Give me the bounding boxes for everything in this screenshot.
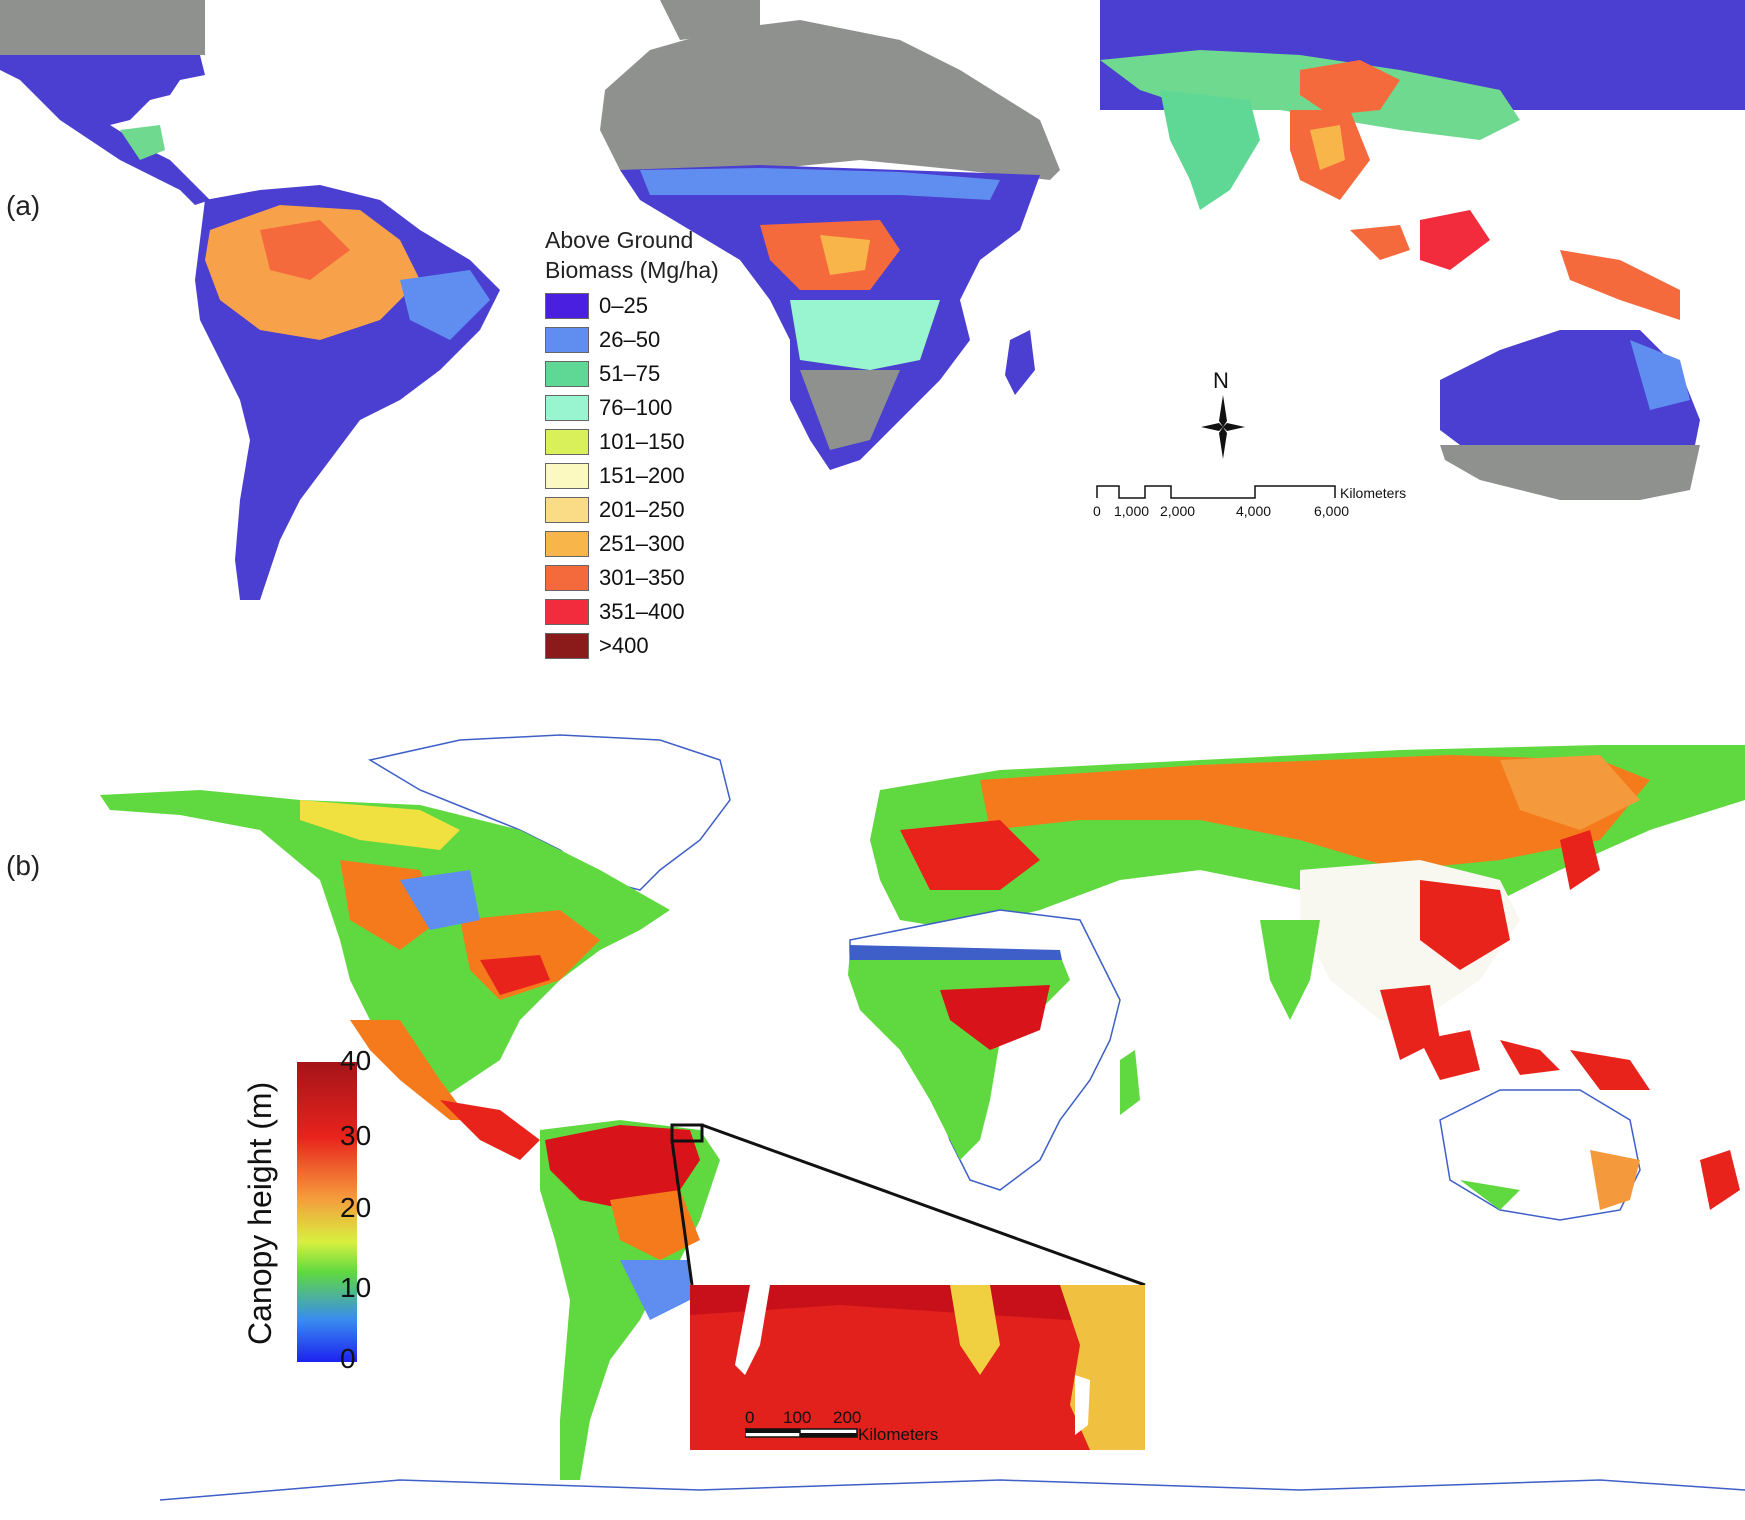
- colorbar-tick-20: 20: [340, 1192, 372, 1223]
- scale-tick-0: 0: [1093, 503, 1101, 519]
- legend-swatch: [545, 463, 589, 489]
- legend-title-line1: Above Ground: [545, 227, 694, 253]
- legend-item: 351–400: [545, 597, 685, 627]
- legend-label: 101–150: [599, 429, 685, 454]
- legend-label: 301–350: [599, 565, 685, 590]
- legend-item: 251–300: [545, 529, 685, 559]
- scale-unit: Kilometers: [1340, 485, 1407, 501]
- legend-swatch: [545, 497, 589, 523]
- scale-tick-4000: 4,000: [1236, 503, 1272, 519]
- colorbar-title: Canopy height (m): [242, 1081, 278, 1345]
- inset-scale-tick-100: 100: [783, 1408, 812, 1427]
- legend-swatch: [545, 633, 589, 659]
- scale-bar: [1096, 485, 1336, 499]
- scale-tick-6000: 6,000: [1314, 503, 1350, 519]
- legend-label: >400: [599, 633, 649, 658]
- legend-item: 151–200: [545, 461, 685, 491]
- panel-a-label: (a): [6, 190, 41, 221]
- legend-item: 26–50: [545, 325, 660, 355]
- colorbar-tick-40: 40: [340, 1045, 372, 1076]
- canopy-height-map: [100, 734, 1745, 1501]
- legend-swatch: [545, 327, 589, 353]
- legend-item: 301–350: [545, 563, 685, 593]
- legend-title-line2: Biomass (Mg/ha): [545, 257, 719, 283]
- legend-label: 151–200: [599, 463, 685, 488]
- colorbar-tick-30: 30: [340, 1120, 372, 1151]
- biomass-legend: Above Ground Biomass (Mg/ha) 0–25 26–50 51…: [545, 225, 725, 671]
- legend-item: 201–250: [545, 495, 685, 525]
- inset-scale-unit: Kilometers: [858, 1425, 939, 1444]
- inset-map: [690, 1285, 1145, 1450]
- legend-label: 76–100: [599, 395, 673, 420]
- legend-swatch: [545, 565, 589, 591]
- legend-swatch: [545, 429, 589, 455]
- scale-tick-2000: 2,000: [1160, 503, 1196, 519]
- inset-scale-tick-200: 200: [833, 1408, 862, 1427]
- inset-scale-tick-0: 0: [745, 1408, 755, 1427]
- legend-label: 201–250: [599, 497, 685, 522]
- legend-label: 351–400: [599, 599, 685, 624]
- legend-item: 51–75: [545, 359, 660, 389]
- legend-swatch: [545, 599, 589, 625]
- canopy-colorbar: [297, 1062, 357, 1362]
- legend-swatch: [545, 361, 589, 387]
- legend-item: 76–100: [545, 393, 672, 423]
- legend-swatch: [545, 293, 589, 319]
- biomass-map: [0, 0, 1745, 600]
- legend-swatch: [545, 395, 589, 421]
- legend-label: 51–75: [599, 361, 661, 386]
- legend-item: >400: [545, 631, 649, 661]
- inset-scale-bar: [745, 1428, 858, 1438]
- legend-item: 0–25: [545, 291, 648, 321]
- legend-swatch: [545, 531, 589, 557]
- legend-label: 26–50: [599, 327, 661, 352]
- legend-item: 101–150: [545, 427, 685, 457]
- legend-items: 0–25 26–50 51–75 76–100 101–150 151–200 201–25…: [545, 291, 725, 671]
- colorbar-tick-0: 0: [340, 1343, 356, 1374]
- north-label: N: [1213, 368, 1229, 393]
- compass-rose-icon: [1201, 395, 1245, 459]
- scale-tick-1000: 1,000: [1114, 503, 1150, 519]
- panel-b-label: (b): [6, 850, 41, 881]
- legend-label: 251–300: [599, 531, 685, 556]
- legend-label: 0–25: [599, 293, 648, 318]
- colorbar-tick-10: 10: [340, 1272, 372, 1303]
